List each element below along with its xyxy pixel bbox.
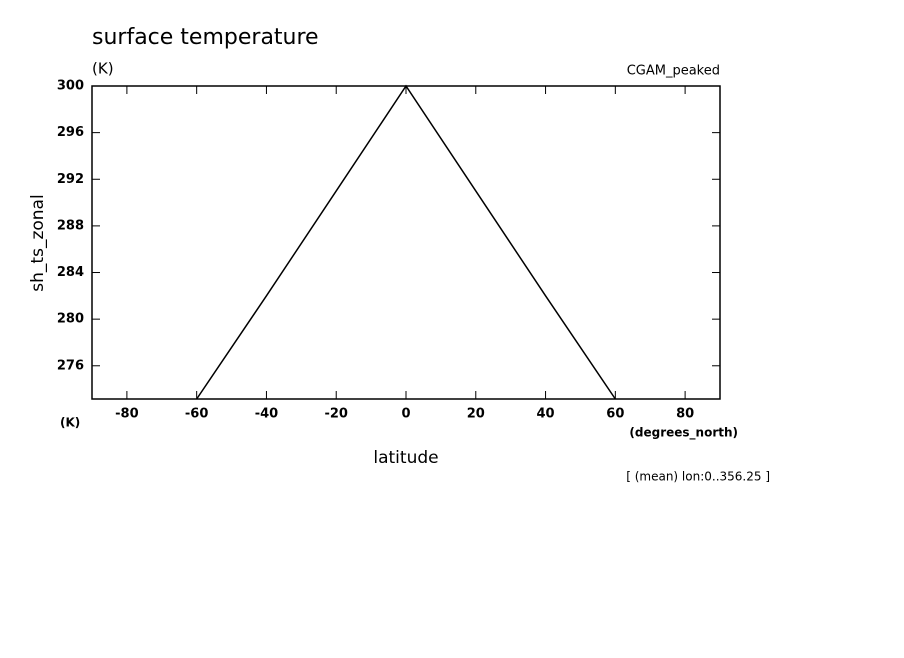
y-tick-label: 280 [57, 312, 84, 327]
y-axis-label: sh_ts_zonal [28, 194, 48, 291]
y-tick-label: 292 [57, 172, 84, 187]
x-tick-label: 20 [467, 407, 485, 422]
y-tick-label: 284 [57, 265, 84, 280]
dataset: CGAM_peaked [627, 64, 720, 79]
x-tick-label: 0 [401, 407, 410, 422]
x-tick-label: 80 [676, 407, 694, 422]
x-tick-label: -60 [185, 407, 209, 422]
x-axis-label: latitude [373, 448, 438, 468]
y-tick-label: 276 [57, 358, 84, 373]
x-tick-label: -20 [324, 407, 348, 422]
y-tick-label: 288 [57, 218, 84, 233]
chart-title: surface temperature [92, 25, 319, 50]
x-tick-label: 60 [606, 407, 624, 422]
x-tick-label: -80 [115, 407, 139, 422]
plot-frame [91, 85, 721, 400]
x-tick-label: 40 [537, 407, 555, 422]
y-tick-label: 296 [57, 125, 84, 140]
x-tick-label: -40 [255, 407, 279, 422]
data-line [196, 84, 616, 400]
annotation: [ (mean) lon:0..356.25 ] [626, 470, 770, 484]
x-units: (degrees_north) [629, 426, 738, 441]
y-units: (K) [60, 416, 80, 430]
y-tick-label: 300 [57, 79, 84, 94]
units: (K) [92, 60, 114, 78]
